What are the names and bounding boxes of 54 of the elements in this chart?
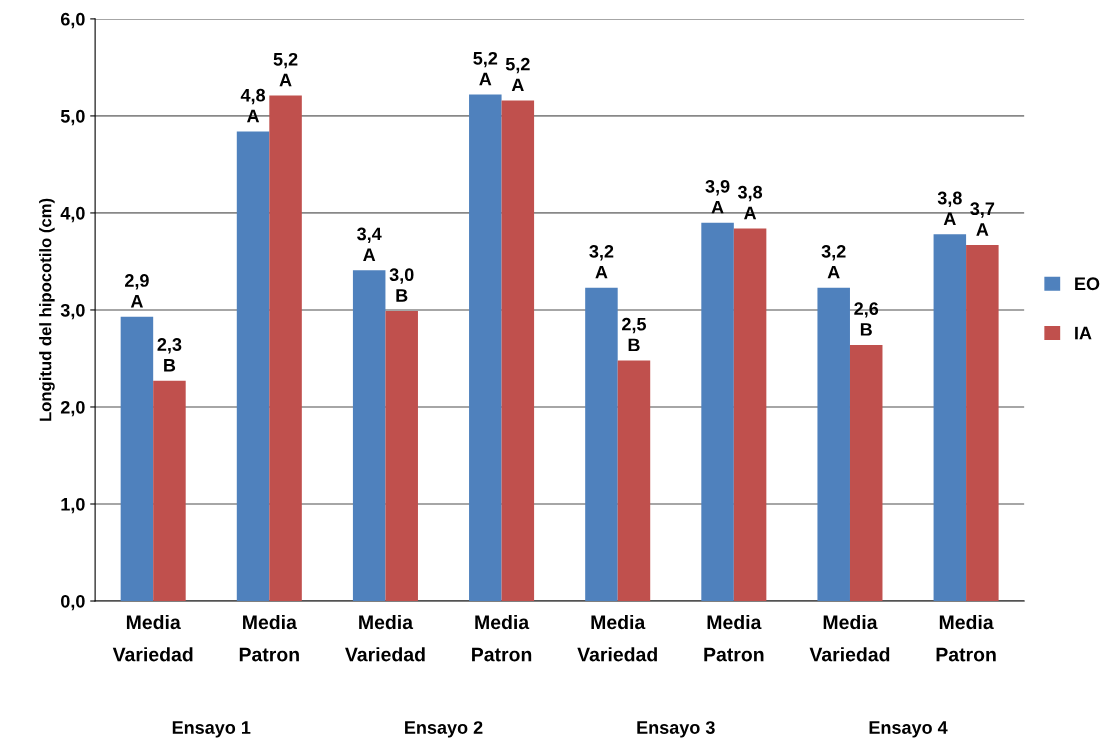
bar bbox=[933, 234, 967, 602]
data-label: 2,5 B bbox=[622, 317, 647, 352]
bar bbox=[617, 360, 651, 602]
bar bbox=[352, 270, 386, 602]
bar bbox=[501, 100, 535, 602]
bar bbox=[733, 228, 767, 602]
y-tick-label: 3,0 bbox=[60, 303, 85, 320]
x-tick-label: Media Variedad bbox=[577, 614, 657, 662]
x-tick-label: Media Patron bbox=[239, 614, 299, 662]
legend-label: EO bbox=[1075, 277, 1100, 291]
data-label: 2,9 A bbox=[125, 274, 149, 308]
y-axis-title: Longitud del hipocotilo (cm) bbox=[39, 198, 55, 421]
bar bbox=[153, 380, 186, 602]
x-tick-label: Media Patron bbox=[704, 614, 764, 662]
data-label: 3,2 A bbox=[589, 244, 614, 279]
data-label: 4,8 A bbox=[240, 88, 266, 123]
y-tick-label: 2,0 bbox=[60, 400, 85, 417]
data-label: 3,9 A bbox=[705, 179, 730, 214]
bar bbox=[269, 95, 302, 602]
text: Ensayo 3 bbox=[637, 721, 715, 738]
y-tick-label: 5,0 bbox=[60, 109, 85, 126]
x-tick-label: Media Variedad bbox=[809, 614, 890, 662]
bar bbox=[849, 344, 883, 602]
data-label: 5,2 A bbox=[473, 51, 498, 86]
data-label: 3,4 A bbox=[357, 227, 382, 261]
data-label: 5,2 A bbox=[505, 57, 530, 92]
data-label: 3,8 A bbox=[937, 191, 962, 225]
x-tick-label: Media Patron bbox=[936, 614, 996, 662]
y-tick-label: 1,0 bbox=[61, 497, 85, 514]
data-label: 2,3 B bbox=[157, 338, 182, 372]
legend-label: IA bbox=[1075, 326, 1092, 340]
bar bbox=[701, 222, 734, 602]
bar bbox=[585, 287, 618, 602]
x-tick-label: Media Variedad bbox=[345, 614, 425, 662]
data-label: 3,7 A bbox=[970, 202, 995, 236]
bar bbox=[469, 94, 502, 602]
bar bbox=[817, 287, 850, 602]
data-label: 2,6 B bbox=[854, 302, 879, 336]
text: Ensayo 1 bbox=[172, 721, 251, 738]
y-tick-label: 6,0 bbox=[60, 12, 85, 29]
data-label: 3,8 A bbox=[737, 185, 763, 220]
data-label: 3,0 B bbox=[389, 268, 414, 302]
x-tick-label: Media Patron bbox=[472, 614, 532, 662]
text: Ensayo 4 bbox=[869, 721, 948, 738]
bar bbox=[385, 310, 418, 602]
data-label: 5,2 A bbox=[273, 52, 298, 87]
data-label: 3,2 A bbox=[821, 244, 846, 279]
x-tick-label: Media Variedad bbox=[112, 614, 193, 662]
y-tick-label: 4,0 bbox=[60, 206, 85, 223]
y-tick-label: 0,0 bbox=[61, 594, 85, 611]
text: Ensayo 2 bbox=[405, 721, 483, 738]
bar bbox=[236, 131, 270, 602]
bar bbox=[966, 244, 999, 602]
bar bbox=[120, 316, 154, 602]
